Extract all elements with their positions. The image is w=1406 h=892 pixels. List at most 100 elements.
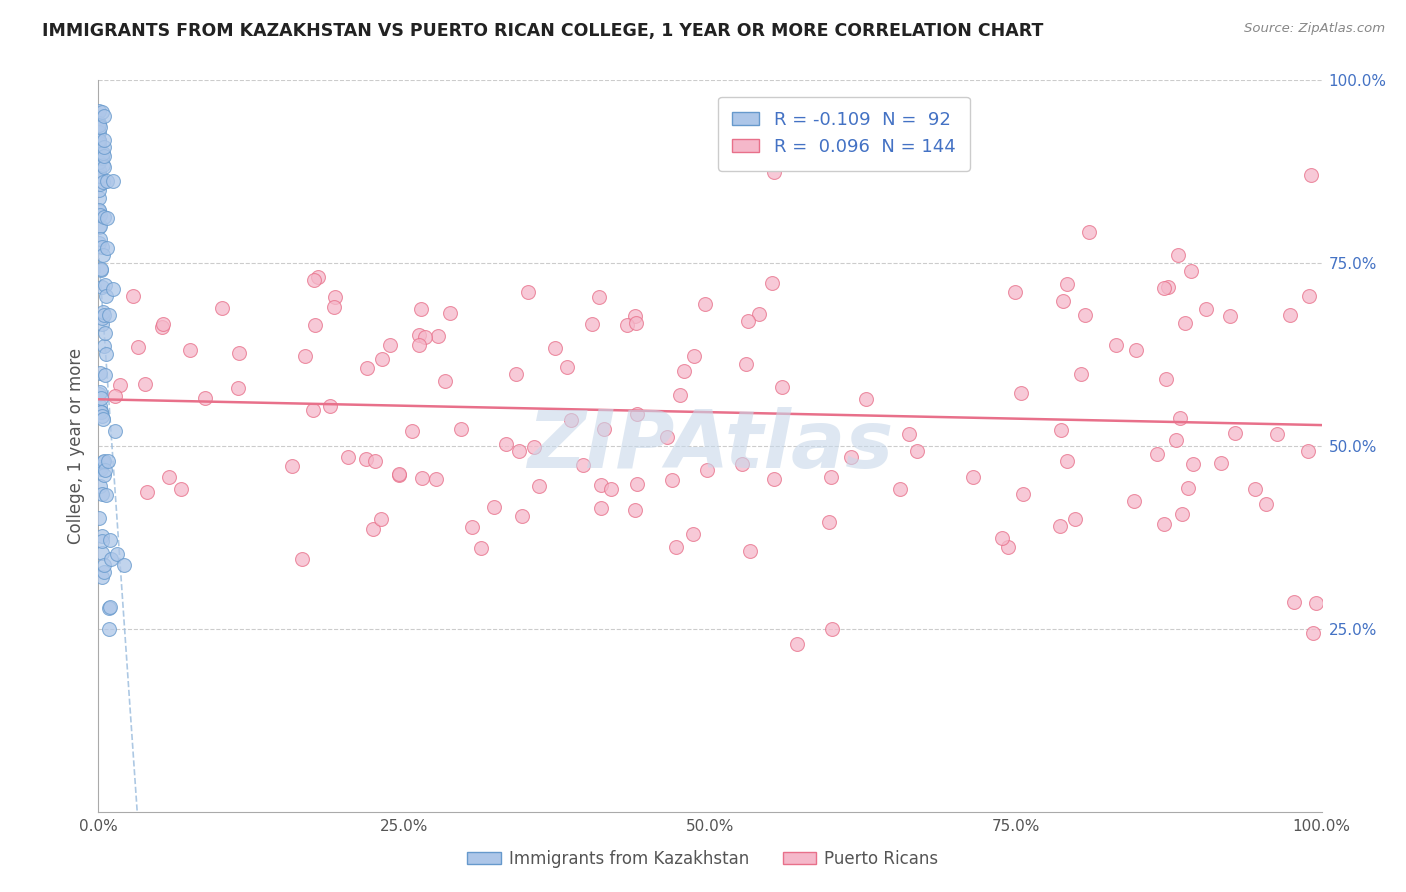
Point <box>855 392 877 406</box>
Point <box>157 469 180 483</box>
Point <box>179 343 201 357</box>
Point <box>380 337 402 351</box>
Point <box>1125 343 1147 358</box>
Point <box>89 202 111 217</box>
Point <box>228 346 250 360</box>
Point <box>623 503 645 517</box>
Point <box>682 527 704 541</box>
Point <box>354 452 377 467</box>
Point <box>93 161 115 175</box>
Point <box>599 482 621 496</box>
Point <box>90 462 112 476</box>
Point <box>1154 372 1177 386</box>
Point <box>93 558 115 573</box>
Point <box>93 308 115 322</box>
Point <box>572 458 595 472</box>
Point <box>1050 423 1073 437</box>
Point <box>482 500 505 514</box>
Point <box>97 454 120 468</box>
Point <box>89 136 111 150</box>
Point <box>281 459 304 474</box>
Point <box>388 468 411 483</box>
Point <box>90 405 112 419</box>
Point <box>89 404 111 418</box>
Point <box>361 522 384 536</box>
Point <box>425 472 447 486</box>
Point <box>427 329 450 343</box>
Point <box>356 360 378 375</box>
Point <box>1153 517 1175 532</box>
Point <box>211 301 233 315</box>
Point <box>581 317 603 331</box>
Point <box>408 327 430 342</box>
Y-axis label: College, 1 year or more: College, 1 year or more <box>66 348 84 544</box>
Point <box>91 534 114 549</box>
Point <box>112 558 135 572</box>
Point <box>93 140 115 154</box>
Point <box>696 463 718 477</box>
Point <box>135 484 157 499</box>
Point <box>1004 285 1026 300</box>
Point <box>319 399 342 413</box>
Point <box>94 368 117 382</box>
Point <box>89 235 111 250</box>
Point <box>763 165 786 179</box>
Point <box>100 533 122 548</box>
Point <box>87 135 110 149</box>
Point <box>1122 494 1144 508</box>
Point <box>1078 225 1101 239</box>
Point <box>1070 367 1092 381</box>
Point <box>89 367 111 381</box>
Point <box>695 296 717 310</box>
Point <box>1168 411 1191 425</box>
Point <box>301 402 323 417</box>
Point <box>763 472 786 486</box>
Point <box>517 285 540 300</box>
Point <box>89 118 111 132</box>
Point <box>93 148 115 162</box>
Point <box>470 541 492 555</box>
Point <box>93 109 115 123</box>
Point <box>89 511 111 525</box>
Point <box>555 359 578 374</box>
Point <box>91 311 114 326</box>
Point <box>682 349 704 363</box>
Point <box>87 155 110 169</box>
Point <box>194 391 217 405</box>
Point <box>325 289 347 303</box>
Point <box>1167 248 1189 262</box>
Point <box>89 459 111 474</box>
Point <box>1305 596 1327 610</box>
Point <box>905 444 928 458</box>
Point <box>105 547 128 561</box>
Point <box>91 529 114 543</box>
Point <box>91 280 114 294</box>
Point <box>1157 280 1180 294</box>
Point <box>523 440 546 454</box>
Point <box>94 278 117 293</box>
Point <box>90 487 112 501</box>
Point <box>1063 512 1085 526</box>
Point <box>510 508 533 523</box>
Point <box>737 313 759 327</box>
Point <box>104 424 127 438</box>
Point <box>93 210 115 224</box>
Point <box>87 116 110 130</box>
Point <box>672 364 695 378</box>
Point <box>98 600 121 615</box>
Point <box>1049 519 1071 533</box>
Point <box>89 479 111 493</box>
Point <box>411 302 433 317</box>
Point <box>89 178 111 192</box>
Point <box>98 600 121 615</box>
Point <box>669 387 692 401</box>
Point <box>770 380 793 394</box>
Point <box>738 543 761 558</box>
Point <box>997 540 1019 554</box>
Point <box>624 310 647 324</box>
Point <box>1153 281 1175 295</box>
Point <box>1299 168 1322 182</box>
Point <box>87 163 110 178</box>
Point <box>589 478 612 492</box>
Point <box>626 407 648 421</box>
